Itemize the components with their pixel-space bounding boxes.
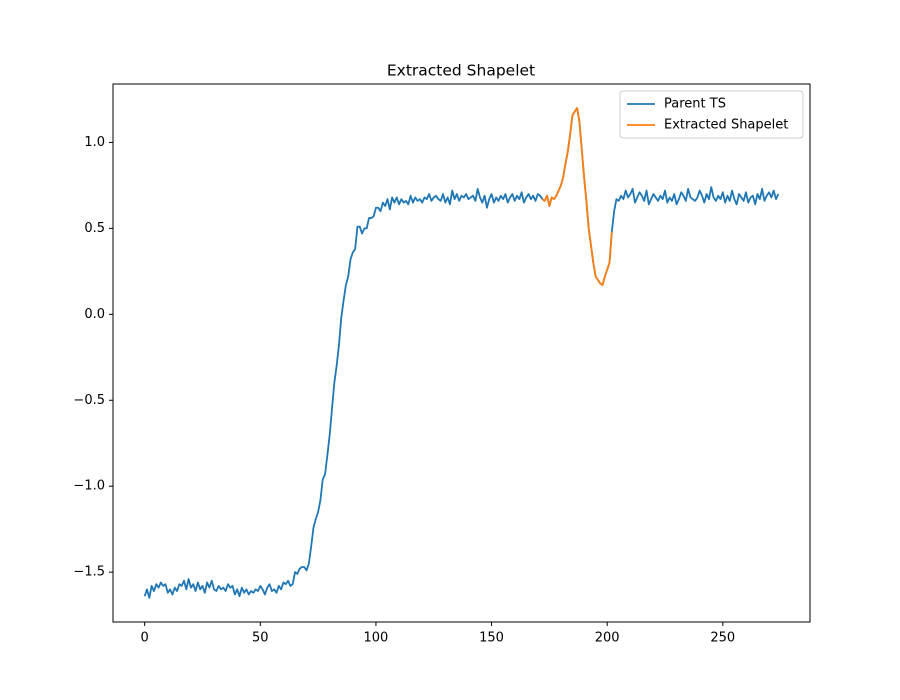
line-series — [541, 107, 613, 287]
chart-title: Extracted Shapelet — [387, 62, 535, 80]
y-tick-label: −0.5 — [73, 393, 105, 408]
x-tick-label: 200 — [595, 631, 620, 646]
legend-label: Parent TS — [664, 97, 726, 112]
x-tick-label: 100 — [364, 631, 389, 646]
y-tick-label: −1.0 — [73, 479, 105, 494]
x-tick-label: 250 — [710, 631, 735, 646]
x-tick-label: 50 — [252, 631, 269, 646]
axes-frame — [112, 83, 811, 623]
x-tick-label: 0 — [141, 631, 149, 646]
legend: Parent TS Extracted Shapelet — [619, 90, 804, 139]
line-series — [143, 107, 780, 599]
legend-box — [619, 90, 804, 139]
legend-label: Extracted Shapelet — [664, 118, 788, 133]
y-tick-label: −1.5 — [73, 565, 105, 580]
y-tick-label: 0.5 — [84, 221, 105, 236]
y-tick-label: 1.0 — [84, 135, 105, 150]
x-tick-label: 150 — [479, 631, 504, 646]
y-tick-label: 0.0 — [84, 307, 105, 322]
